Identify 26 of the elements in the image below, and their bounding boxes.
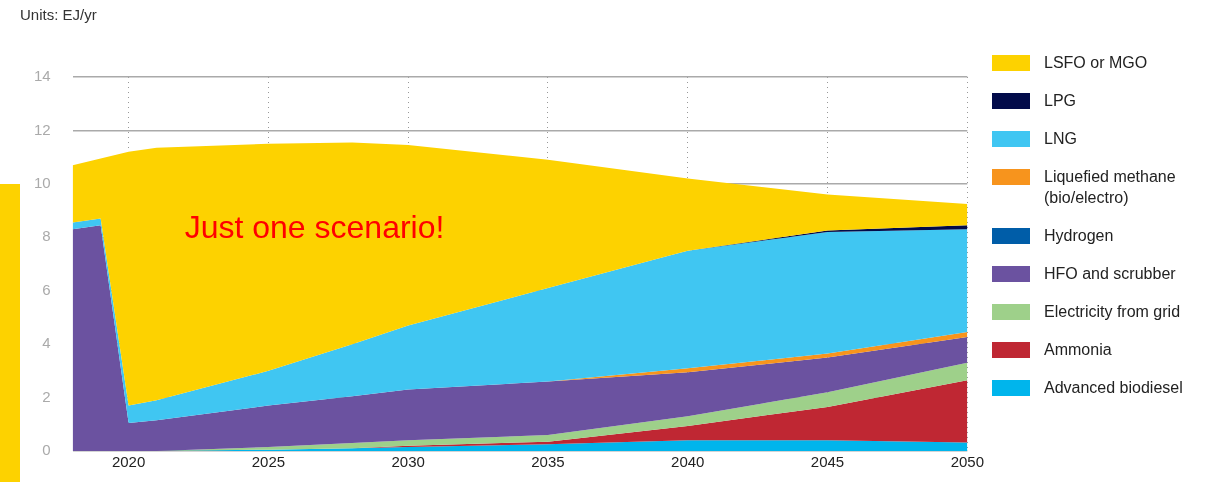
x-tick-label: 2030 <box>391 453 425 471</box>
x-tick-label: 2040 <box>671 453 705 471</box>
y-tick-label: 6 <box>42 280 51 298</box>
legend-label: LSFO or MGO <box>1044 53 1149 73</box>
y-tick-label: 12 <box>34 120 51 138</box>
y-tick-label: 8 <box>42 227 51 245</box>
legend-label: HFO and scrubber <box>1044 264 1177 284</box>
y-tick-label: 10 <box>34 174 51 191</box>
y-axis-title: Units: EJ/yr <box>20 6 97 23</box>
x-tick-label: 2050 <box>950 453 984 471</box>
legend-label: LNG <box>1044 129 1078 149</box>
x-tick-label: 2035 <box>531 453 565 471</box>
x-tick-label: 2025 <box>251 453 286 471</box>
x-tick-label: 2020 <box>111 453 146 471</box>
legend-label: LPG <box>1044 91 1077 111</box>
y-tick-label: 14 <box>34 67 51 85</box>
x-tick-label: 2045 <box>810 453 845 471</box>
y-tick-label: 0 <box>42 441 51 459</box>
legend-label: Liquefied methane (bio/electro) <box>1044 167 1177 208</box>
legend-label: Hydrogen <box>1044 226 1115 246</box>
legend-label: Ammonia <box>1044 340 1113 360</box>
legend-label: Advanced biodiesel <box>1044 378 1184 398</box>
annotation: Just one scenario! <box>184 208 445 245</box>
y-tick-label: 2 <box>42 387 51 405</box>
legend-label: Electricity from grid <box>1044 302 1182 322</box>
y-tick-label: 4 <box>42 334 51 352</box>
